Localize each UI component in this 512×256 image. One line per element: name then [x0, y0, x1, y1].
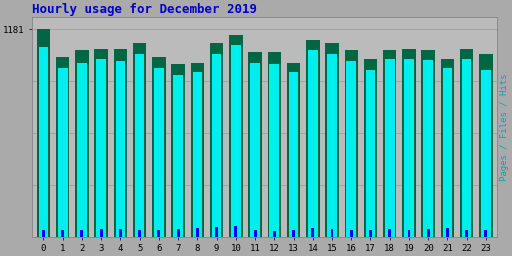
Bar [369, 230, 372, 237]
Bar [306, 40, 319, 237]
Bar [75, 50, 89, 237]
Bar [388, 229, 391, 237]
Bar [308, 50, 317, 237]
Bar [327, 54, 337, 237]
Bar [196, 228, 199, 237]
Bar [37, 29, 50, 237]
Bar [250, 63, 260, 237]
Bar [154, 68, 164, 237]
Bar [350, 230, 353, 237]
Bar [481, 70, 490, 237]
Bar [347, 61, 356, 237]
Bar [331, 229, 333, 237]
Bar [77, 63, 87, 237]
Bar [119, 229, 122, 237]
Bar [484, 230, 487, 237]
Bar [421, 50, 435, 237]
Y-axis label: Pages / Files / Hits: Pages / Files / Hits [500, 73, 509, 180]
Bar [402, 49, 416, 237]
Bar [56, 57, 70, 237]
Bar [210, 43, 223, 237]
Bar [366, 70, 375, 237]
Bar [423, 60, 433, 237]
Bar [116, 61, 125, 237]
Bar [157, 230, 160, 237]
Bar [426, 229, 430, 237]
Bar [114, 49, 127, 237]
Bar [460, 49, 474, 237]
Bar [287, 63, 300, 237]
Bar [325, 43, 339, 237]
Bar [58, 68, 68, 237]
Bar [479, 54, 493, 237]
Bar [152, 57, 165, 237]
Bar [289, 72, 298, 237]
Bar [408, 230, 411, 237]
Text: Hourly usage for December 2019: Hourly usage for December 2019 [32, 3, 257, 16]
Bar [61, 230, 64, 237]
Bar [269, 63, 279, 237]
Bar [173, 75, 183, 237]
Bar [215, 227, 218, 237]
Bar [248, 52, 262, 237]
Bar [96, 59, 106, 237]
Bar [273, 231, 276, 237]
Bar [193, 72, 202, 237]
Bar [190, 63, 204, 237]
Bar [462, 59, 472, 237]
Bar [231, 45, 241, 237]
Bar [80, 230, 83, 237]
Bar [465, 230, 468, 237]
Bar [234, 226, 237, 237]
Bar [100, 229, 102, 237]
Bar [138, 230, 141, 237]
Bar [345, 50, 358, 237]
Bar [292, 230, 295, 237]
Bar [385, 59, 395, 237]
Bar [446, 228, 449, 237]
Bar [212, 54, 221, 237]
Bar [442, 68, 452, 237]
Bar [268, 52, 281, 237]
Bar [311, 228, 314, 237]
Bar [253, 230, 257, 237]
Bar [172, 65, 185, 237]
Bar [94, 49, 108, 237]
Bar [229, 35, 243, 237]
Bar [364, 59, 377, 237]
Bar [135, 54, 144, 237]
Bar [404, 59, 414, 237]
Bar [42, 230, 45, 237]
Bar [383, 50, 396, 237]
Bar [177, 229, 180, 237]
Bar [38, 47, 48, 237]
Bar [441, 59, 454, 237]
Bar [133, 43, 146, 237]
